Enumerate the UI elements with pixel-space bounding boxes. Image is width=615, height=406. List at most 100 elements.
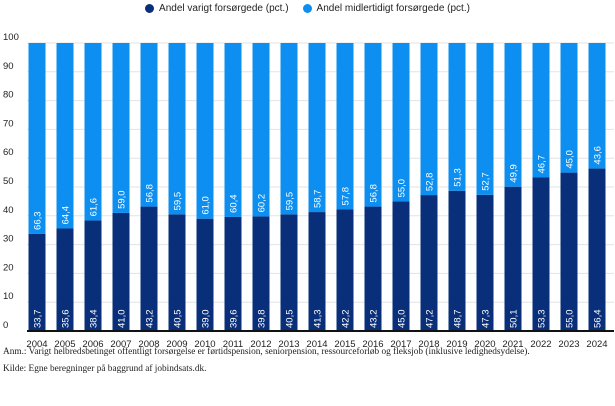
bar-midlertidigt [168, 43, 186, 215]
bar-midlertidigt [448, 43, 466, 191]
note-anm: Anm.: Varigt helbredsbetinget offentligt… [3, 347, 530, 357]
bar-varigt [560, 172, 578, 331]
bar-midlertidigt [280, 43, 298, 215]
bar-midlertidigt [56, 43, 74, 229]
x-tick-label: 2020 [474, 339, 495, 350]
data-label: 59,5 [173, 192, 184, 211]
bar-midlertidigt [252, 43, 270, 217]
bar-midlertidigt [560, 43, 578, 173]
bar-midlertidigt [476, 43, 494, 195]
data-label: 59,0 [117, 190, 128, 209]
bar-varigt [84, 220, 102, 331]
data-label: 55,0 [565, 310, 576, 329]
x-tick-label: 2019 [446, 339, 467, 350]
legend-item-varigt[interactable]: Andel varigt forsørgede (pct.) [145, 3, 289, 14]
bar-varigt [112, 212, 130, 331]
x-tick-label: 2004 [26, 339, 47, 350]
data-label: 56,8 [145, 184, 156, 203]
bar-varigt [56, 228, 74, 331]
data-label: 66,3 [33, 211, 44, 230]
y-tick-label: 0 [3, 320, 8, 331]
bar-varigt [392, 201, 410, 331]
x-tick-label: 2009 [166, 339, 187, 350]
bar-midlertidigt [196, 43, 214, 219]
data-label: 56,8 [369, 184, 380, 203]
y-tick-label: 70 [3, 118, 14, 129]
x-tick-label: 2015 [334, 339, 355, 350]
bar-midlertidigt [28, 43, 46, 234]
bar-varigt [336, 209, 354, 331]
legend-label-midlertidigt: Andel midlertidigt forsørgede (pct.) [316, 2, 470, 14]
data-label: 53,3 [537, 310, 548, 329]
data-label: 35,6 [61, 310, 72, 329]
y-tick-label: 60 [3, 147, 14, 158]
data-label: 50,1 [509, 310, 520, 329]
y-tick-label: 30 [3, 234, 14, 245]
data-label: 43,2 [369, 310, 380, 329]
x-tick-label: 2021 [502, 339, 523, 350]
data-label: 49,9 [509, 164, 520, 183]
x-tick-label: 2012 [250, 339, 271, 350]
bar-varigt [280, 214, 298, 331]
y-tick-label: 10 [3, 291, 14, 302]
bar-varigt [308, 212, 326, 331]
y-tick-label: 50 [3, 176, 14, 187]
x-tick-label: 2006 [82, 339, 103, 350]
y-tick-label: 40 [3, 205, 14, 216]
data-label: 47,3 [481, 310, 492, 329]
y-tick-label: 90 [3, 61, 14, 72]
stacked-bar-chart: 0 10 20 30 40 50 60 70 80 90 100 33,7 66,3 2004 35,6 64… [3, 32, 614, 350]
bar-varigt [196, 218, 214, 331]
data-label: 45,0 [397, 310, 408, 329]
bar-midlertidigt [336, 43, 354, 210]
bar-midlertidigt [504, 43, 522, 187]
y-tick-label: 80 [3, 90, 14, 101]
bar-midlertidigt [588, 43, 606, 169]
data-label: 58,7 [313, 190, 324, 209]
data-label: 61,0 [201, 196, 212, 215]
legend: Andel varigt forsørgede (pct.) Andel mid… [0, 0, 615, 16]
x-tick-label: 2022 [530, 339, 551, 350]
x-tick-label: 2011 [223, 339, 243, 350]
y-tick-label: 100 [3, 32, 19, 43]
data-label: 42,2 [341, 310, 352, 329]
data-label: 56,4 [593, 310, 604, 329]
bar-midlertidigt [364, 43, 382, 207]
bar-varigt [476, 194, 494, 331]
data-label: 39,0 [201, 310, 212, 329]
data-label: 46,7 [537, 155, 548, 174]
bar-varigt [420, 195, 438, 331]
data-label: 55,0 [397, 179, 408, 198]
x-tick-label: 2014 [306, 339, 327, 350]
data-label: 43,6 [593, 146, 604, 165]
legend-item-midlertidigt[interactable]: Andel midlertidigt forsørgede (pct.) [302, 2, 470, 14]
x-tick-label: 2013 [278, 339, 299, 350]
x-tick-label: 2007 [110, 339, 131, 350]
bar-varigt [140, 206, 158, 331]
bar-varigt [364, 206, 382, 331]
bar-varigt [252, 216, 270, 331]
data-label: 52,8 [425, 173, 436, 192]
x-tick-label: 2008 [138, 339, 159, 350]
data-label: 41,0 [117, 310, 128, 329]
x-tick-label: 2016 [362, 339, 383, 350]
data-label: 40,5 [173, 310, 184, 329]
bar-varigt [224, 216, 242, 331]
bar-varigt [28, 233, 46, 331]
bar-varigt [168, 214, 186, 331]
bar-midlertidigt [224, 43, 242, 217]
x-tick-label: 2017 [390, 339, 411, 350]
y-tick-label: 20 [3, 262, 14, 273]
bar-varigt [588, 168, 606, 331]
data-label: 33,7 [33, 310, 44, 329]
bar-varigt [532, 177, 550, 331]
bar-varigt [448, 190, 466, 331]
data-label: 47,2 [425, 310, 436, 329]
data-label: 51,3 [453, 168, 464, 187]
data-label: 41,3 [313, 310, 324, 329]
data-label: 39,8 [257, 310, 268, 329]
bar-varigt [504, 186, 522, 331]
note-kilde: Kilde: Egne beregninger på baggrund af j… [3, 364, 207, 374]
data-label: 64,4 [61, 206, 72, 225]
data-label: 38,4 [89, 310, 100, 329]
